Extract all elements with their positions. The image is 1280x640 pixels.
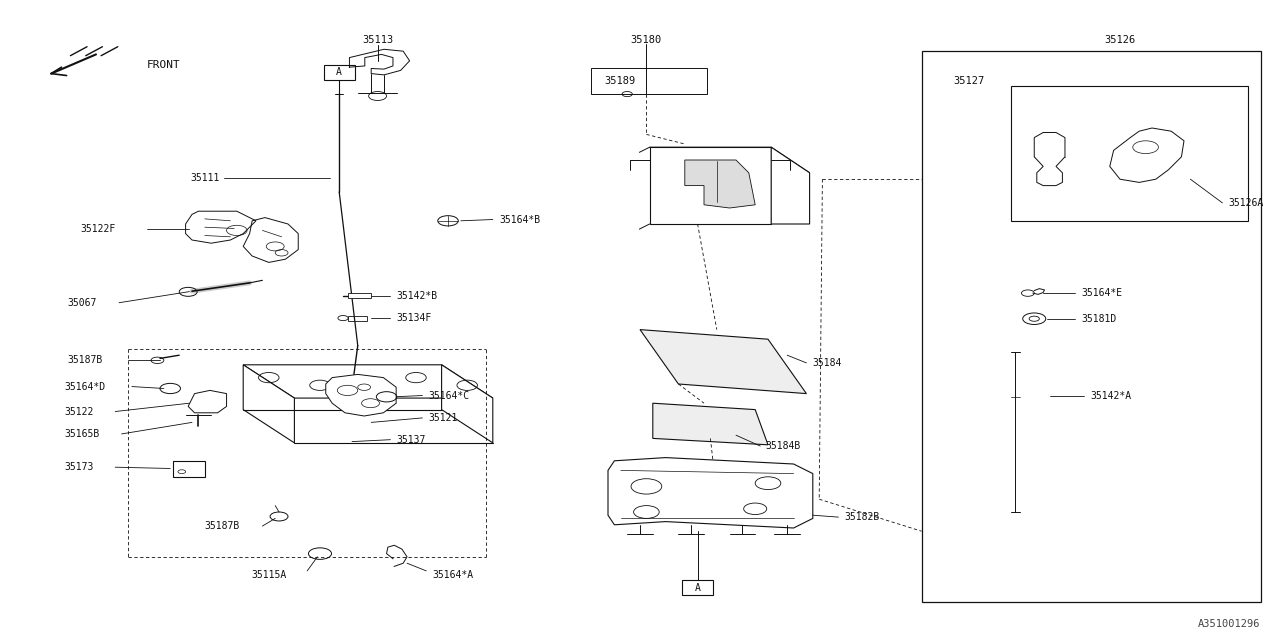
Circle shape	[1023, 313, 1046, 324]
Polygon shape	[771, 147, 810, 224]
Text: 35142*A: 35142*A	[1091, 390, 1132, 401]
Text: 35180: 35180	[631, 35, 662, 45]
Text: 35111: 35111	[191, 173, 220, 183]
Text: 35067: 35067	[68, 298, 97, 308]
Text: 35164*B: 35164*B	[499, 214, 540, 225]
Polygon shape	[608, 458, 813, 528]
Text: 35173: 35173	[64, 462, 93, 472]
Polygon shape	[1034, 132, 1065, 186]
Polygon shape	[1110, 128, 1184, 182]
Text: A: A	[337, 67, 342, 77]
Polygon shape	[640, 330, 806, 394]
Polygon shape	[650, 147, 810, 173]
Bar	[324, 65, 355, 80]
Polygon shape	[650, 147, 771, 224]
Text: 35164*C: 35164*C	[429, 390, 470, 401]
Text: 35184: 35184	[813, 358, 842, 368]
Text: 35187B: 35187B	[68, 355, 104, 365]
Text: A: A	[695, 582, 700, 593]
Text: 35184B: 35184B	[765, 441, 801, 451]
Text: 35134F: 35134F	[397, 313, 433, 323]
Bar	[922, 51, 1261, 602]
Bar	[348, 293, 371, 298]
Text: 35164*D: 35164*D	[64, 381, 105, 392]
Text: 35164*A: 35164*A	[433, 570, 474, 580]
Bar	[348, 316, 367, 321]
Text: 35164*E: 35164*E	[1082, 288, 1123, 298]
Text: 35122: 35122	[64, 406, 93, 417]
Polygon shape	[325, 374, 397, 416]
Text: A351001296: A351001296	[1198, 619, 1261, 629]
Polygon shape	[442, 365, 493, 443]
Text: 35126A: 35126A	[1229, 198, 1265, 208]
Bar	[173, 461, 205, 477]
Text: 35127: 35127	[954, 76, 984, 86]
Text: 35122F: 35122F	[81, 224, 116, 234]
Text: 35165B: 35165B	[64, 429, 100, 439]
Text: 35126: 35126	[1105, 35, 1135, 45]
Polygon shape	[243, 365, 493, 398]
Text: 35182B: 35182B	[845, 512, 881, 522]
Bar	[591, 68, 707, 94]
Bar	[682, 580, 713, 595]
Polygon shape	[685, 160, 755, 208]
Bar	[1011, 86, 1248, 221]
Text: 35142*B: 35142*B	[397, 291, 438, 301]
Text: 35121: 35121	[429, 413, 458, 423]
Text: FRONT: FRONT	[147, 60, 180, 70]
Text: 35187B: 35187B	[205, 521, 241, 531]
Text: 35189: 35189	[604, 76, 635, 86]
Text: 35115A: 35115A	[251, 570, 287, 580]
Text: 35113: 35113	[362, 35, 393, 45]
Polygon shape	[653, 403, 768, 445]
Text: 35137: 35137	[397, 435, 426, 445]
Polygon shape	[243, 365, 294, 443]
Text: 35181D: 35181D	[1082, 314, 1117, 324]
